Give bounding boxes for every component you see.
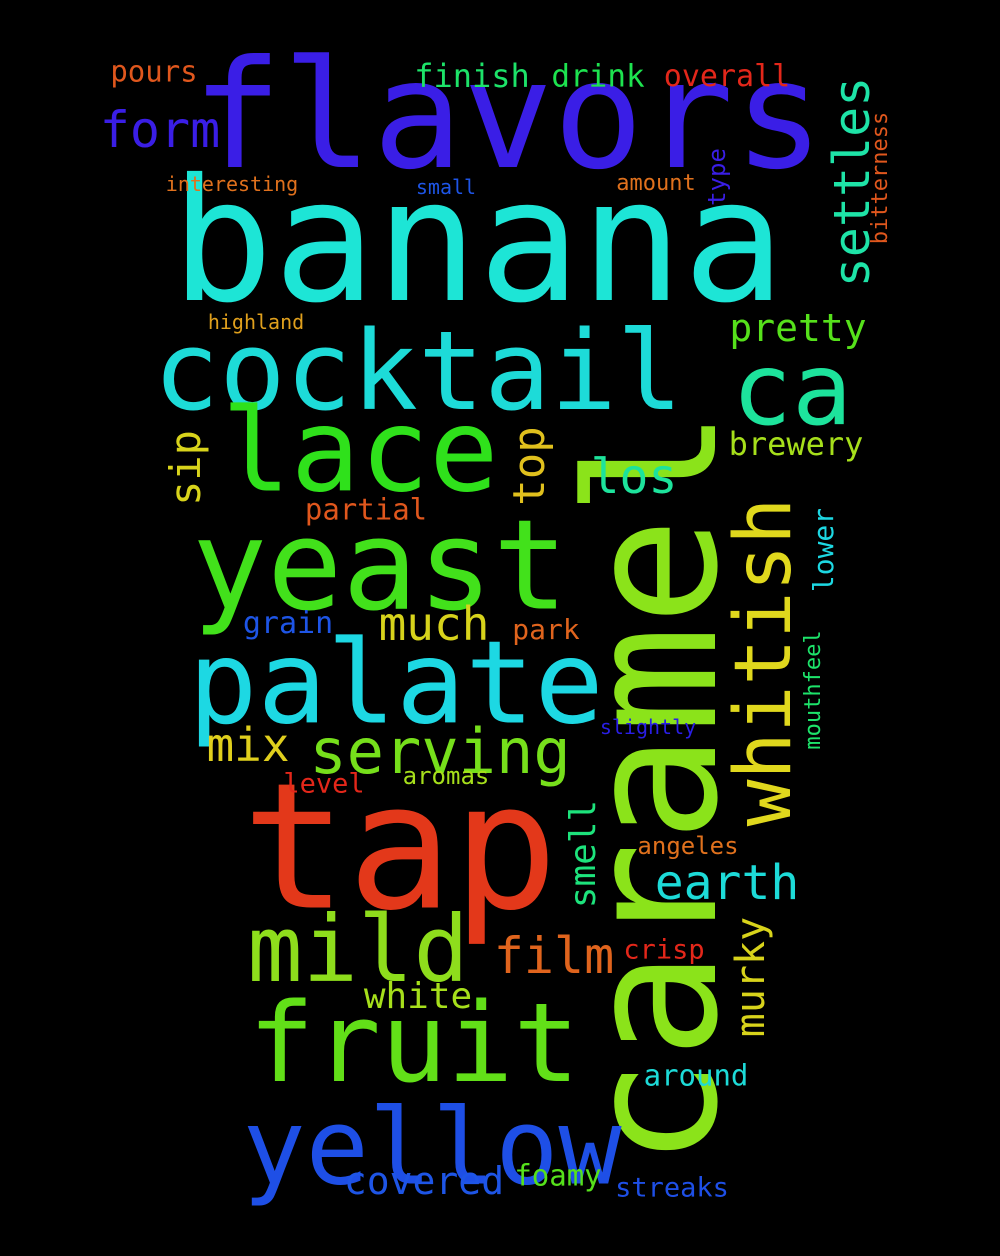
word-film: film (493, 927, 615, 985)
word-top: top (504, 426, 555, 506)
word-yellow: yellow (242, 1086, 622, 1209)
word-pretty: pretty (729, 306, 867, 350)
word-level: level (283, 768, 365, 800)
word-slightly: slightly (599, 715, 697, 739)
word-form: form (99, 101, 221, 159)
word-palate: palate (188, 616, 604, 751)
word-mouthfeel: mouthfeel (801, 630, 826, 750)
word-flavors: flavors (191, 29, 825, 203)
word-fruit: fruit (248, 979, 580, 1107)
word-yeast: yeast (191, 493, 569, 639)
word-whitish: whitish (719, 497, 809, 827)
word-small: small (415, 175, 477, 199)
word-lace: lace (221, 384, 499, 519)
word-crisp: crisp (623, 934, 705, 966)
word-angeles: angeles (637, 832, 739, 860)
word-cocktail: cocktail (153, 307, 683, 435)
word-partial: partial (304, 492, 428, 527)
word-pours: pours (110, 54, 198, 89)
word-earth: earth (654, 855, 800, 911)
word-around: around (643, 1058, 749, 1093)
word-mix: mix (206, 718, 290, 772)
word-caramel: caramel (549, 408, 758, 1168)
word-tap: tap (241, 746, 559, 950)
word-type: type (703, 148, 731, 206)
word-grain: grain (242, 606, 334, 641)
word-foamy: foamy (514, 1158, 602, 1193)
word-interesting: interesting (165, 172, 299, 196)
word-much: much (378, 597, 490, 651)
word-banana: banana (170, 143, 786, 341)
word-brewery: brewery (728, 425, 864, 463)
word-highland: highland (207, 310, 305, 334)
word-smell: smell (563, 799, 604, 909)
word-streaks: streaks (615, 1172, 729, 1204)
word-covered: covered (343, 1159, 505, 1203)
word-murky: murky (728, 916, 774, 1038)
word-overall: overall (663, 59, 791, 94)
word-los: los (590, 449, 678, 505)
word-aromas: aromas (402, 762, 490, 790)
word-park: park (512, 613, 580, 646)
word-amount: amount (616, 171, 696, 196)
word-white: white (363, 976, 473, 1017)
word-finish: finish (414, 57, 530, 95)
word-ca: ca (731, 331, 853, 448)
word-lower: lower (807, 507, 840, 593)
word-mild: mild (247, 896, 469, 1003)
word-sip: sip (161, 430, 210, 506)
word-drink: drink (551, 58, 645, 95)
word-bitterness: bitterness (868, 111, 893, 245)
word-serving: serving (309, 715, 571, 788)
